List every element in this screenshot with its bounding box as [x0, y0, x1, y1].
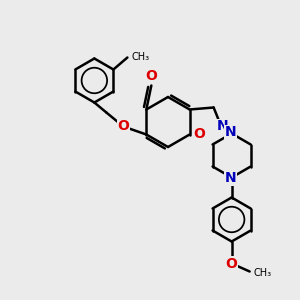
- Text: O: O: [226, 256, 238, 271]
- Text: CH₃: CH₃: [131, 52, 149, 61]
- Text: N: N: [225, 172, 236, 185]
- Text: N: N: [217, 119, 229, 134]
- Text: O: O: [146, 70, 157, 83]
- Text: N: N: [225, 125, 236, 140]
- Text: CH₃: CH₃: [254, 268, 272, 278]
- Text: O: O: [117, 118, 129, 133]
- Text: O: O: [194, 127, 206, 140]
